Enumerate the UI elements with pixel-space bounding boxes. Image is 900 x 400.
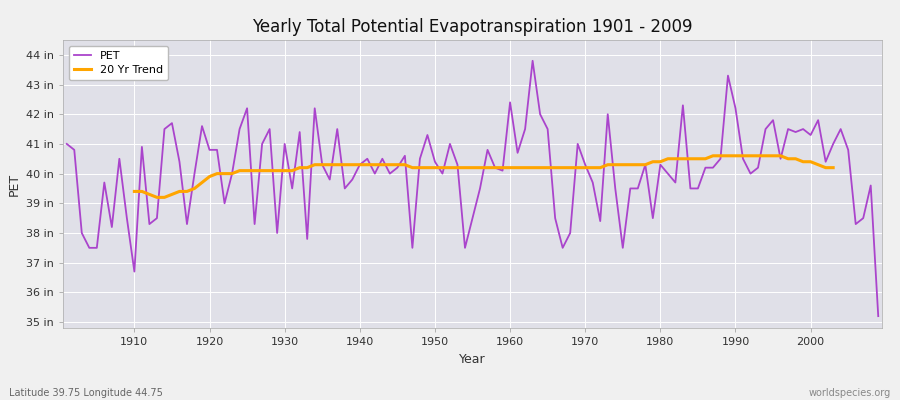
Title: Yearly Total Potential Evapotranspiration 1901 - 2009: Yearly Total Potential Evapotranspiratio… — [252, 18, 693, 36]
Text: Latitude 39.75 Longitude 44.75: Latitude 39.75 Longitude 44.75 — [9, 388, 163, 398]
PET — [61, 142, 72, 146]
X-axis label: Year: Year — [459, 352, 486, 366]
Legend: PET, 20 Yr Trend: PET, 20 Yr Trend — [68, 46, 168, 80]
Y-axis label: PET: PET — [7, 172, 21, 196]
20 Yr Trend — [129, 189, 140, 194]
20 Yr Trend — [317, 162, 328, 167]
Line: PET: PET — [67, 61, 878, 316]
20 Yr Trend — [828, 165, 839, 170]
20 Yr Trend — [557, 165, 568, 170]
20 Yr Trend — [407, 165, 418, 170]
PET — [287, 186, 298, 191]
20 Yr Trend — [662, 156, 673, 161]
20 Yr Trend — [151, 195, 162, 200]
PET — [527, 58, 538, 63]
PET — [497, 168, 508, 173]
PET — [602, 112, 613, 117]
20 Yr Trend — [707, 153, 718, 158]
20 Yr Trend — [429, 165, 440, 170]
20 Yr Trend — [256, 168, 267, 173]
PET — [332, 127, 343, 132]
PET — [122, 216, 132, 220]
Line: 20 Yr Trend: 20 Yr Trend — [134, 156, 833, 197]
PET — [873, 314, 884, 318]
Text: worldspecies.org: worldspecies.org — [809, 388, 891, 398]
PET — [505, 100, 516, 105]
